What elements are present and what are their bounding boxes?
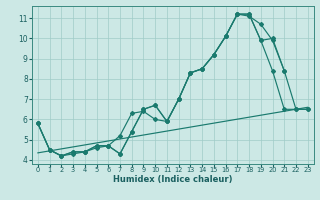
X-axis label: Humidex (Indice chaleur): Humidex (Indice chaleur) [113,175,233,184]
